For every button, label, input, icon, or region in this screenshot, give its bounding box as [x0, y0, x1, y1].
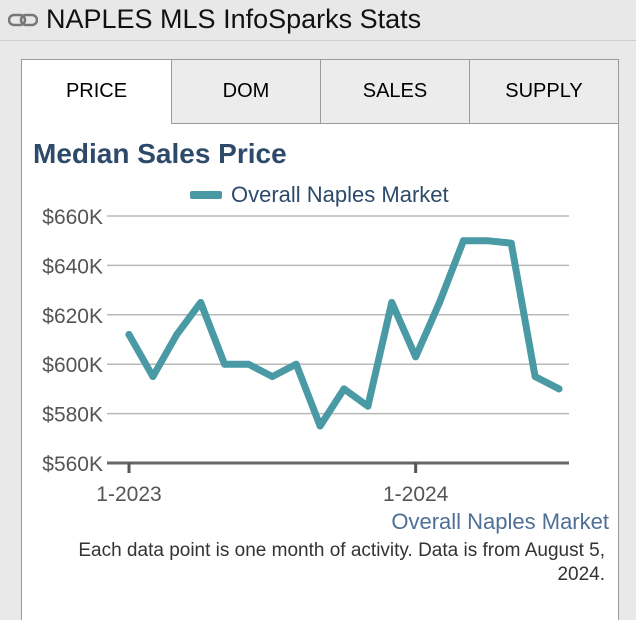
data-point[interactable] [244, 360, 252, 368]
legend-swatch [190, 191, 222, 199]
data-point[interactable] [316, 422, 324, 430]
x-tick-label: 1-2024 [383, 483, 449, 506]
data-point[interactable] [340, 385, 348, 393]
legend-label: Overall Naples Market [231, 182, 449, 207]
chain-link-icon [8, 13, 38, 27]
stats-panel: PRICE DOM SALES SUPPLY Median Sales Pric… [21, 59, 619, 620]
widget-title: NAPLES MLS InfoSparks Stats [46, 4, 422, 34]
x-tick-label: 1-2023 [96, 483, 161, 506]
data-point[interactable] [268, 373, 276, 381]
y-tick-label: $580K [42, 404, 103, 427]
data-point[interactable] [436, 298, 444, 306]
chart-legend[interactable]: Overall Naples Market [190, 180, 449, 210]
data-point[interactable] [292, 360, 300, 368]
data-point[interactable] [412, 353, 420, 361]
data-point[interactable] [507, 239, 515, 247]
y-tick-label: $620K [42, 305, 103, 328]
data-footnote: Each data point is one month of activity… [78, 540, 605, 585]
y-tick-label: $560K [42, 453, 103, 476]
data-point[interactable] [197, 298, 205, 306]
widget-header: NAPLES MLS InfoSparks Stats [0, 0, 636, 41]
tab-price[interactable]: PRICE [22, 60, 171, 124]
y-tick-label: $660K [42, 206, 103, 229]
tab-supply[interactable]: SUPPLY [469, 60, 618, 124]
y-tick-label: $600K [42, 354, 103, 377]
data-point[interactable] [173, 331, 181, 339]
data-point[interactable] [388, 298, 396, 306]
data-point[interactable] [221, 360, 229, 368]
data-point[interactable] [364, 402, 372, 410]
data-point[interactable] [125, 331, 133, 339]
data-point[interactable] [459, 237, 467, 245]
y-tick-label: $640K [42, 255, 103, 278]
tab-bar: PRICE DOM SALES SUPPLY [22, 60, 618, 126]
series-caption: Overall Naples Market [391, 509, 609, 534]
chart-title: Median Sales Price [33, 138, 287, 169]
tab-sales[interactable]: SALES [320, 60, 469, 124]
tab-dom[interactable]: DOM [171, 60, 320, 124]
data-point[interactable] [483, 237, 491, 245]
series-line[interactable] [125, 237, 563, 430]
median-price-chart: $560K $580K $600K $620K $640K $660K 1-2023 1-20… [42, 206, 569, 506]
data-point[interactable] [531, 373, 539, 381]
data-point[interactable] [149, 373, 157, 381]
data-point[interactable] [555, 385, 563, 393]
